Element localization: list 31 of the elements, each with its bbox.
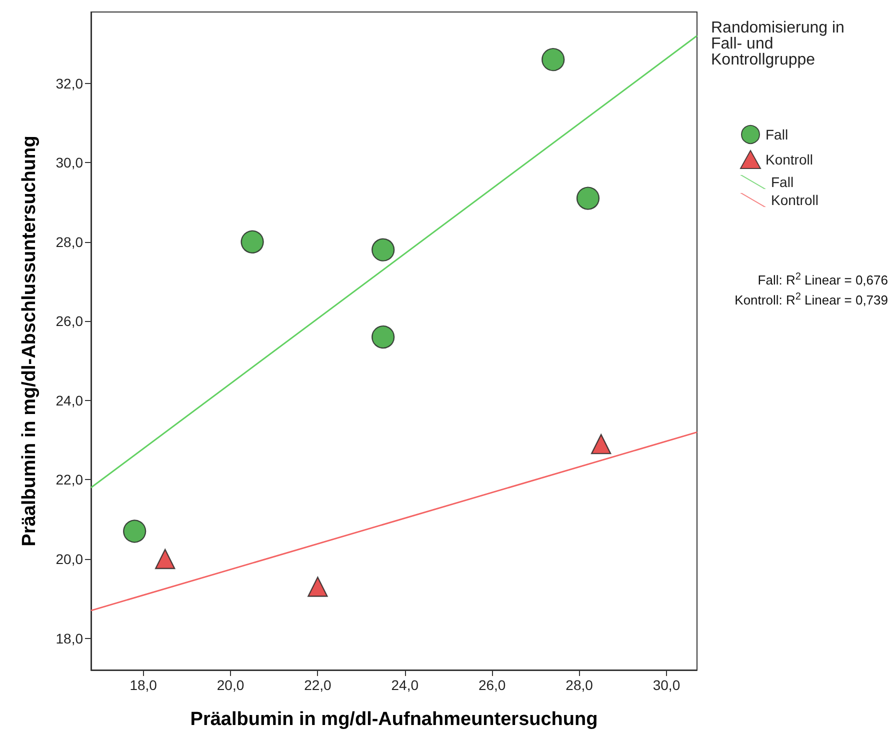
legend-label: Fall xyxy=(771,174,794,190)
point xyxy=(372,325,395,349)
point xyxy=(372,238,395,262)
y-tick-label: 18,0 xyxy=(56,630,84,646)
point xyxy=(308,576,328,597)
legend-label: Fall xyxy=(766,126,788,142)
y-tick-label: 32,0 xyxy=(56,75,84,92)
legend-title: Randomisierung in Fall- und Kontrollgruppe xyxy=(711,20,849,68)
x-tick-label: 20,0 xyxy=(216,677,244,693)
point xyxy=(590,434,612,454)
x-tick-label: 24,0 xyxy=(391,677,419,693)
x-tick-label: 22,0 xyxy=(304,677,332,693)
x-tick-label: 28,0 xyxy=(566,677,594,693)
y-tick-label: 24,0 xyxy=(56,392,84,408)
y-tick-label: 28,0 xyxy=(56,234,84,250)
x-tick-label: 30,0 xyxy=(652,677,680,693)
y-tick-label: 22,0 xyxy=(56,472,84,488)
y-tick-label: 20,0 xyxy=(56,551,84,568)
point xyxy=(155,548,176,570)
y-axis-title: Präalbumin in mg/dl-Abschlussuntersuchung xyxy=(19,136,40,546)
point xyxy=(123,520,146,543)
point xyxy=(240,230,264,254)
y-tick-label: 30,0 xyxy=(56,154,84,171)
point xyxy=(576,186,600,210)
legend-label: Kontroll xyxy=(771,192,818,208)
x-axis-title: Präalbumin in mg/dl-Aufnahmeuntersuchung xyxy=(190,709,598,730)
legend-label: Kontroll xyxy=(766,152,813,168)
point xyxy=(542,48,565,72)
x-tick-label: 26,0 xyxy=(478,677,506,693)
y-tick-label: 26,0 xyxy=(56,313,84,330)
x-tick-label: 18,0 xyxy=(130,677,158,693)
